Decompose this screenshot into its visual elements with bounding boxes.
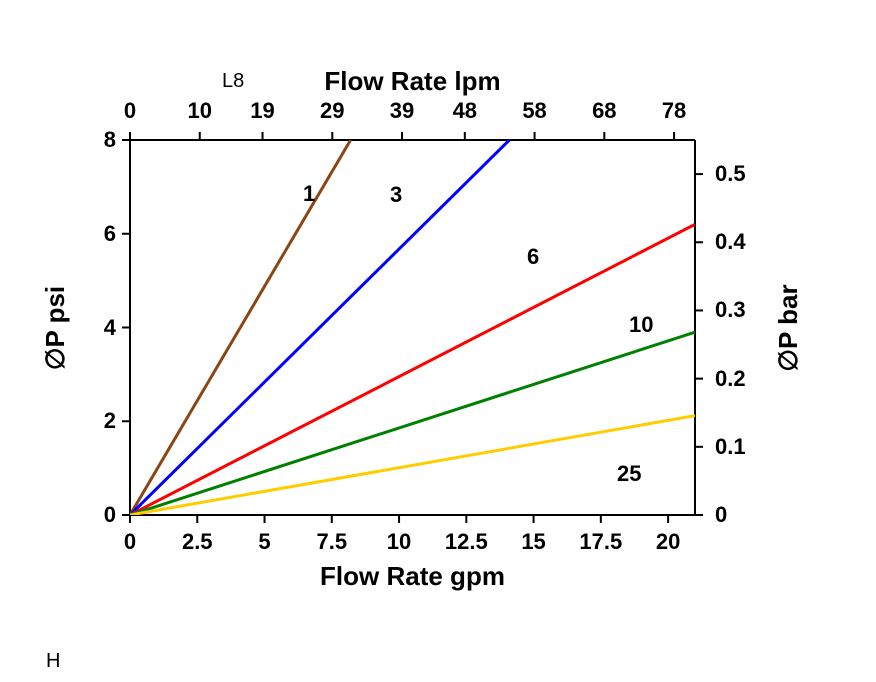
- x-top-tick: 78: [662, 98, 686, 124]
- x-bottom-tick: 0: [124, 529, 136, 555]
- x-bottom-tick: 2.5: [182, 529, 213, 555]
- x-top-title: Flow Rate lpm: [324, 66, 500, 97]
- series-label: 25: [617, 461, 641, 487]
- y-left-tick: 6: [104, 221, 116, 247]
- y-right-tick: 0.1: [715, 434, 746, 460]
- series-label: 10: [629, 312, 653, 338]
- x-bottom-tick: 5: [258, 529, 270, 555]
- y-right-tick: 0.4: [715, 229, 746, 255]
- series-label: 6: [527, 244, 539, 270]
- y-left-tick: 4: [104, 315, 116, 341]
- y-right-tick: 0.5: [715, 161, 746, 187]
- y-left-title: ∅P psi: [40, 285, 71, 369]
- y-right-tick: 0: [715, 502, 727, 528]
- x-top-tick: 19: [250, 98, 274, 124]
- y-right-tick: 0.2: [715, 366, 746, 392]
- x-bottom-tick: 15: [521, 529, 545, 555]
- x-bottom-tick: 7.5: [316, 529, 347, 555]
- x-top-tick: 68: [592, 98, 616, 124]
- y-left-tick: 0: [104, 502, 116, 528]
- series-label: 1: [303, 181, 315, 207]
- x-bottom-tick: 12.5: [445, 529, 488, 555]
- y-right-title: ∅P bar: [773, 284, 804, 371]
- x-bottom-tick: 10: [387, 529, 411, 555]
- x-top-tick: 10: [188, 98, 212, 124]
- series-label: 3: [390, 182, 402, 208]
- x-top-tick: 48: [453, 98, 477, 124]
- x-top-tick: 58: [522, 98, 546, 124]
- x-top-tick: 39: [390, 98, 414, 124]
- x-bottom-tick: 20: [656, 529, 680, 555]
- series-line: [130, 332, 695, 515]
- x-top-tick: 29: [320, 98, 344, 124]
- y-left-tick: 8: [104, 127, 116, 153]
- y-left-tick: 2: [104, 408, 116, 434]
- x-bottom-tick: 17.5: [579, 529, 622, 555]
- x-top-tick: 0: [124, 98, 136, 124]
- corner-label-bottom: H: [46, 650, 60, 673]
- corner-label-top: L8: [222, 70, 244, 93]
- y-right-tick: 0.3: [715, 297, 746, 323]
- x-bottom-title: Flow Rate gpm: [320, 561, 505, 592]
